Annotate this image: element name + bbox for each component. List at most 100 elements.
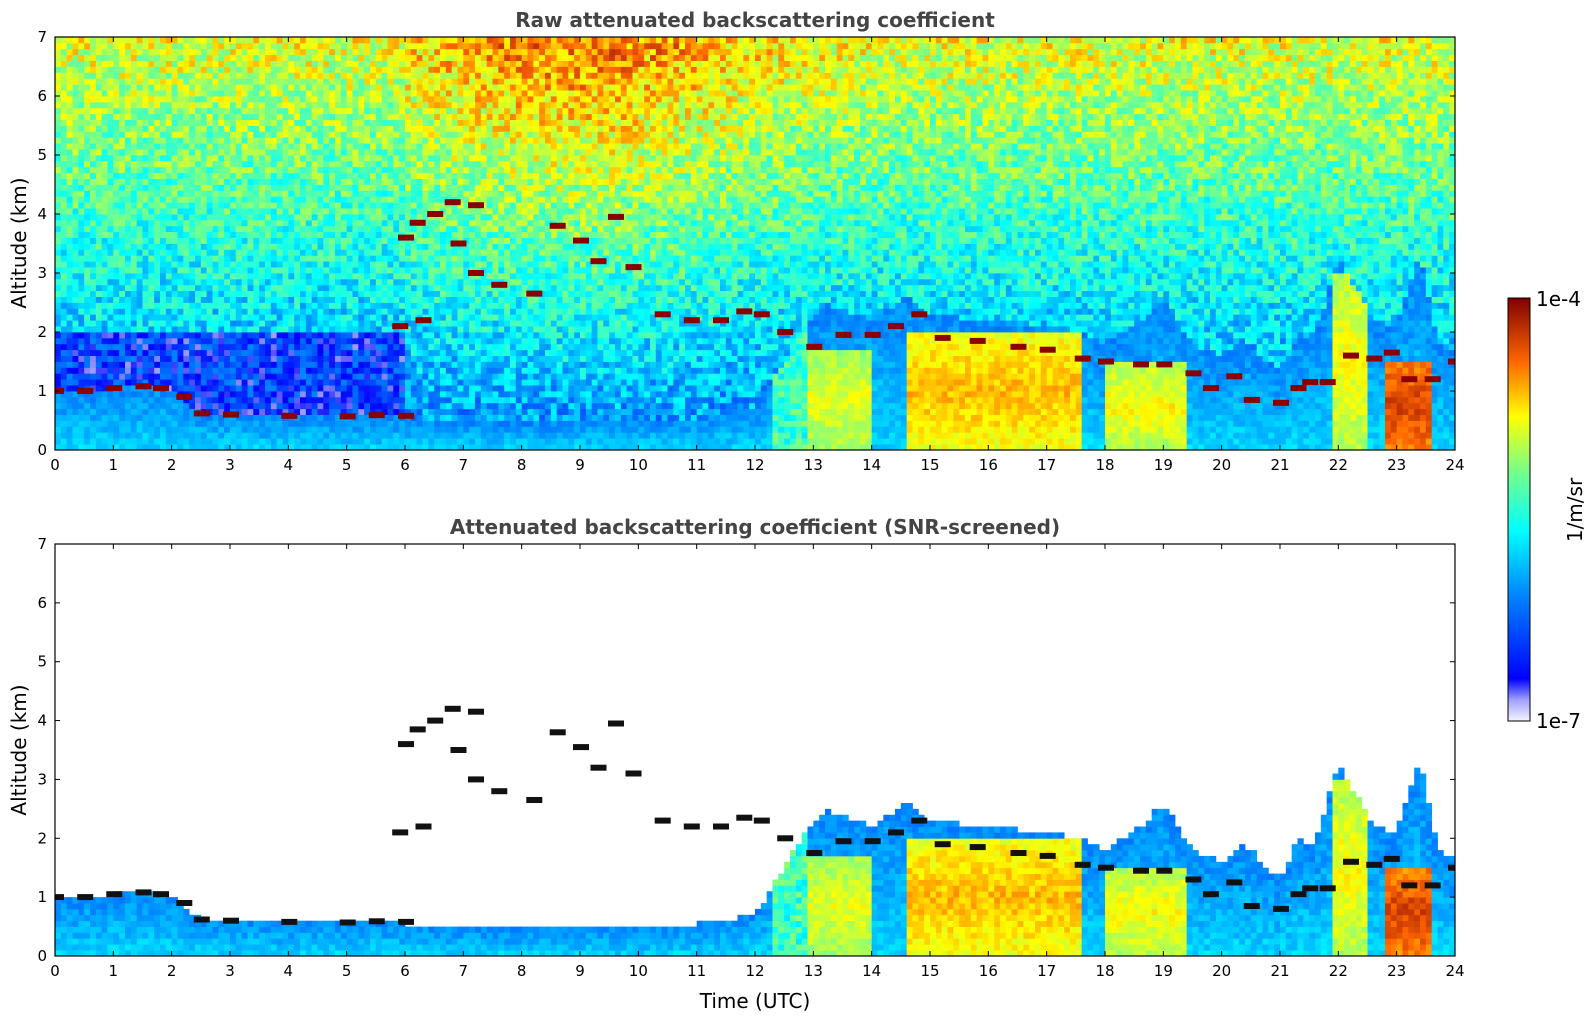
field-cell bbox=[346, 273, 353, 280]
field-cell bbox=[282, 267, 289, 274]
field-cell bbox=[294, 355, 301, 362]
field-cell bbox=[381, 420, 388, 427]
field-cell bbox=[90, 249, 97, 256]
field-cell bbox=[323, 379, 330, 386]
field-cell bbox=[224, 284, 231, 292]
field-cell bbox=[125, 107, 132, 115]
field-cell bbox=[60, 249, 68, 256]
field-cell bbox=[352, 332, 359, 339]
field-cell bbox=[340, 237, 348, 244]
field-cell bbox=[416, 214, 423, 221]
field-cell bbox=[422, 90, 429, 97]
field-cell bbox=[253, 432, 260, 439]
field-cell bbox=[469, 278, 476, 286]
field-cell bbox=[340, 113, 348, 120]
field-cell bbox=[364, 54, 371, 61]
field-cell bbox=[294, 444, 301, 450]
field-cell bbox=[154, 414, 161, 421]
field-cell bbox=[165, 361, 173, 368]
field-cell bbox=[90, 96, 97, 103]
field-cell bbox=[165, 225, 173, 233]
field-cell bbox=[410, 214, 418, 221]
field-cell bbox=[428, 143, 435, 150]
field-cell bbox=[189, 367, 196, 374]
field-cell bbox=[142, 296, 149, 303]
field-cell bbox=[323, 90, 330, 97]
field-cell bbox=[317, 160, 324, 168]
field-cell bbox=[90, 373, 97, 380]
field-cell bbox=[101, 90, 108, 97]
field-cell bbox=[300, 420, 307, 427]
field-cell bbox=[218, 296, 225, 303]
field-cell bbox=[399, 261, 406, 268]
field-cell bbox=[84, 66, 91, 73]
field-cell bbox=[335, 444, 342, 450]
field-cell bbox=[422, 355, 429, 362]
field-cell bbox=[101, 373, 108, 380]
field-cell bbox=[224, 96, 231, 103]
field-cell bbox=[55, 143, 62, 150]
field-cell bbox=[160, 343, 167, 351]
field-cell bbox=[364, 402, 371, 410]
field-cell bbox=[410, 284, 418, 292]
field-cell bbox=[428, 255, 435, 262]
field-cell bbox=[247, 178, 254, 185]
field-cell bbox=[206, 166, 213, 174]
field-cell bbox=[241, 438, 248, 445]
field-cell bbox=[311, 208, 318, 215]
field-cell bbox=[107, 225, 114, 233]
field-cell bbox=[270, 219, 278, 227]
field-cell bbox=[469, 326, 476, 333]
field-cell bbox=[305, 137, 313, 144]
field-cell bbox=[463, 438, 470, 445]
field-cell bbox=[405, 243, 412, 250]
field-cell bbox=[387, 149, 394, 156]
field-cell bbox=[387, 349, 394, 362]
field-cell bbox=[200, 143, 208, 150]
field-cell bbox=[416, 143, 423, 150]
field-cell bbox=[440, 438, 447, 445]
field-cell bbox=[323, 402, 330, 410]
field-cell bbox=[282, 326, 289, 333]
field-cell bbox=[346, 284, 353, 292]
field-cell bbox=[212, 184, 219, 191]
field-cell bbox=[405, 214, 412, 221]
field-cell bbox=[72, 391, 79, 398]
field-cell bbox=[428, 178, 435, 185]
field-cell bbox=[352, 278, 359, 286]
field-cell bbox=[393, 308, 400, 315]
field-cell bbox=[305, 219, 313, 227]
field-cell bbox=[300, 48, 307, 56]
field-cell bbox=[451, 385, 458, 392]
field-cell bbox=[410, 107, 418, 115]
field-cell bbox=[55, 54, 62, 61]
field-cell bbox=[230, 373, 237, 380]
field-cell bbox=[393, 184, 400, 191]
field-cell bbox=[154, 208, 161, 215]
field-cell bbox=[230, 261, 237, 268]
field-cell bbox=[136, 361, 143, 368]
field-cell bbox=[434, 96, 441, 103]
field-cell bbox=[311, 367, 318, 374]
field-cell bbox=[288, 355, 295, 362]
field-cell bbox=[107, 379, 114, 386]
field-cell bbox=[78, 290, 85, 297]
field-cell bbox=[247, 137, 254, 144]
field-cell bbox=[218, 284, 225, 292]
field-cell bbox=[463, 125, 470, 132]
field-cell bbox=[189, 343, 196, 351]
field-cell bbox=[84, 149, 91, 156]
field-cell bbox=[119, 72, 126, 79]
field-cell bbox=[224, 343, 231, 351]
field-cell bbox=[84, 267, 91, 274]
field-cell bbox=[119, 155, 126, 162]
field-cell bbox=[270, 396, 278, 404]
field-cell bbox=[148, 155, 155, 162]
field-cell bbox=[90, 308, 97, 315]
field-cell bbox=[125, 237, 132, 244]
field-cell bbox=[241, 420, 248, 427]
field-cell bbox=[387, 385, 394, 392]
field-cell bbox=[107, 143, 114, 150]
field-cell bbox=[142, 125, 149, 132]
field-cell bbox=[375, 37, 383, 44]
